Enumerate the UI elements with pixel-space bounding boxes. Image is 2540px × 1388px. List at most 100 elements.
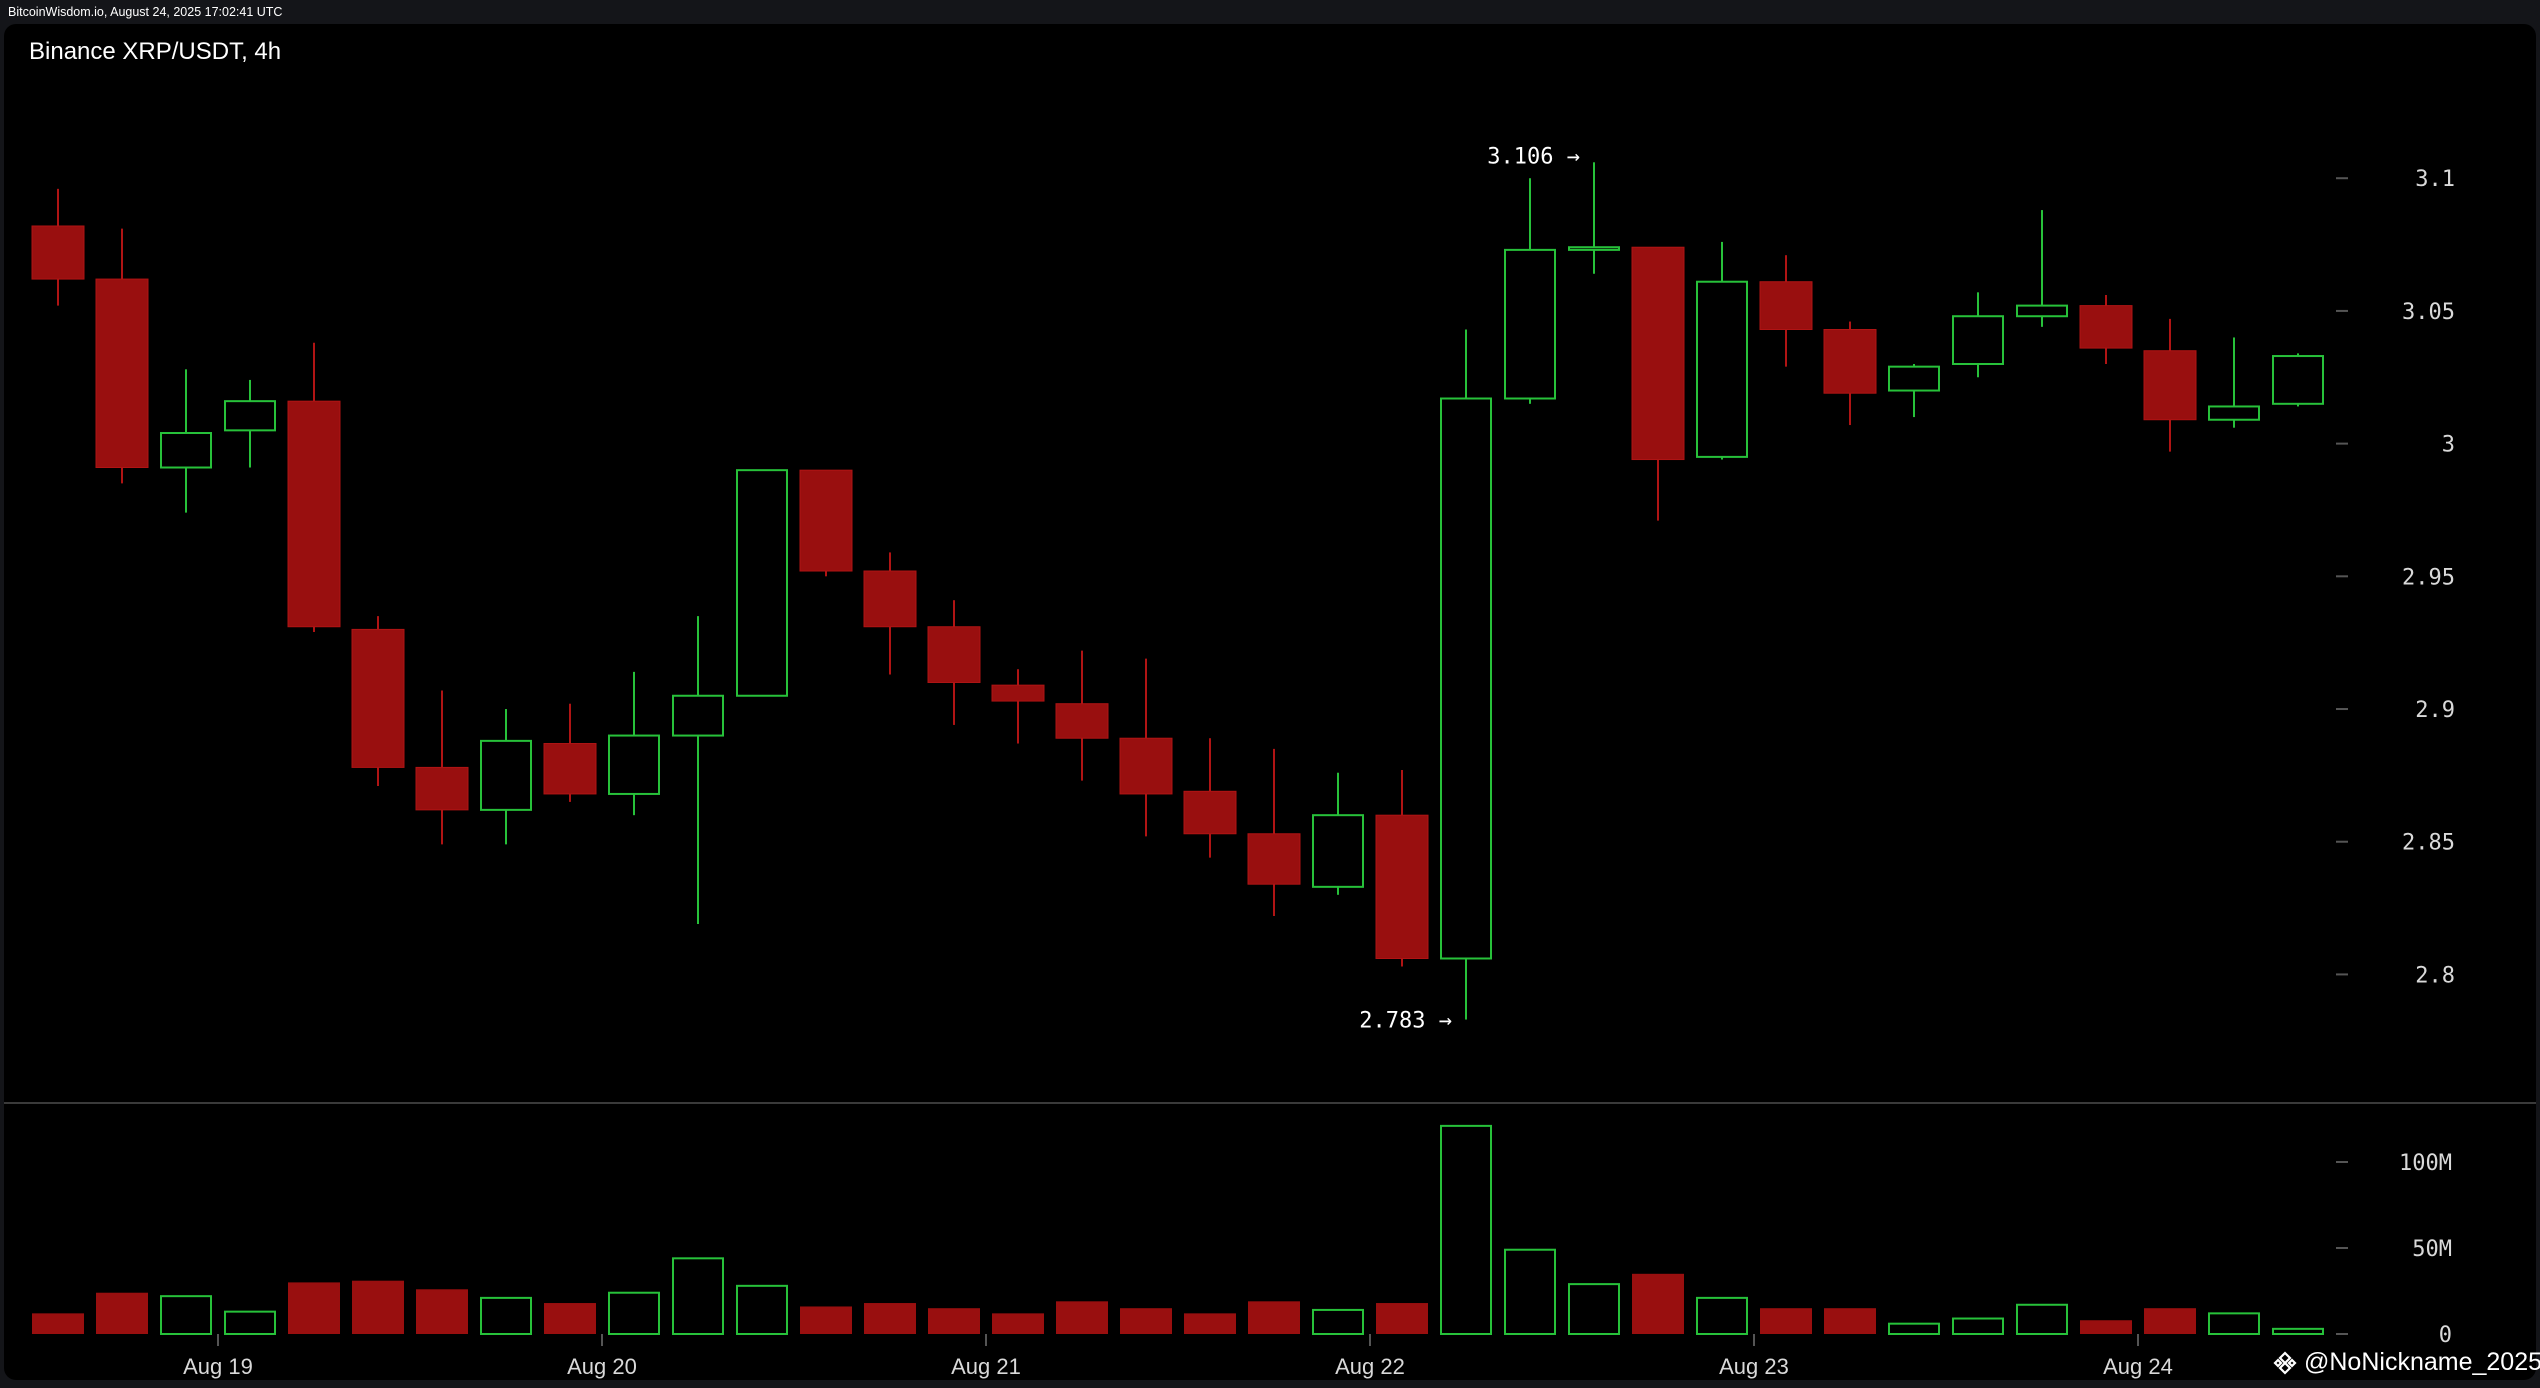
volume-bar xyxy=(544,1303,596,1334)
volume-bar xyxy=(1440,1124,1492,1335)
binance-logo-icon xyxy=(2273,1350,2297,1375)
candle xyxy=(863,552,917,675)
source-caption: BitcoinWisdom.io, August 24, 2025 17:02:… xyxy=(8,5,283,19)
candle-body xyxy=(736,469,788,697)
volume-bar xyxy=(224,1310,276,1336)
candle xyxy=(287,342,341,633)
volume-bar xyxy=(1120,1308,1172,1334)
volume-bar xyxy=(480,1296,532,1336)
volume-bar xyxy=(608,1291,660,1335)
volume-bar xyxy=(2144,1308,2196,1334)
date-label: Aug 19 xyxy=(183,1354,253,1379)
volume-bar xyxy=(1952,1317,2004,1336)
volume-bar xyxy=(288,1282,340,1334)
candle xyxy=(95,228,149,484)
volume-bar xyxy=(800,1306,852,1334)
candle xyxy=(1504,178,1556,404)
volume-bar xyxy=(928,1308,980,1334)
candle xyxy=(1888,364,1940,418)
candle-body xyxy=(224,400,276,432)
candles xyxy=(31,162,2324,1020)
volume-axis: 0 50M 100M xyxy=(2399,1151,2452,1348)
candle-body xyxy=(1504,248,1556,400)
candle-body xyxy=(1183,790,1237,835)
candle xyxy=(1696,241,1748,460)
volume-bar xyxy=(1888,1322,1940,1336)
candle-body xyxy=(991,684,1045,702)
date-label: Aug 21 xyxy=(951,1354,1021,1379)
candle-body xyxy=(672,694,724,737)
candle xyxy=(608,671,660,816)
volume-bar xyxy=(672,1257,724,1335)
volume-bar xyxy=(352,1280,404,1334)
candle-body xyxy=(2208,405,2260,421)
candle xyxy=(31,188,85,306)
price-tick-label: 2.85 xyxy=(2402,831,2455,856)
candle xyxy=(1759,255,1813,367)
candle xyxy=(1823,321,1877,426)
chart-title: Binance XRP/USDT, 4h xyxy=(29,38,282,65)
watermark: @NoNickname_2025 xyxy=(2272,1348,2540,1377)
candle-body xyxy=(160,432,212,469)
low-annotation: 2.783 → xyxy=(1359,1009,1452,1034)
volume-bar xyxy=(1504,1248,1556,1335)
price-axis: 2.8 2.85 2.9 2.95 3 3.05 3.1 xyxy=(2402,167,2455,988)
candle-body xyxy=(1759,281,1813,330)
candle-body xyxy=(415,766,469,811)
candle xyxy=(1440,329,1492,1020)
volume-bar xyxy=(864,1303,916,1334)
candle xyxy=(415,690,469,845)
candle xyxy=(1568,162,1620,274)
candle-body xyxy=(1312,814,1364,888)
candle-body xyxy=(863,570,917,628)
price-tick-label: 2.9 xyxy=(2415,698,2455,723)
date-label: Aug 20 xyxy=(567,1354,637,1379)
candle xyxy=(2143,318,2197,452)
price-tick-label: 3.05 xyxy=(2402,300,2455,325)
high-annotation: 3.106 → xyxy=(1487,144,1580,169)
candle xyxy=(1247,748,1301,917)
candle-body xyxy=(799,469,853,572)
volume-bars xyxy=(32,1124,2324,1336)
candle-body xyxy=(1375,814,1429,959)
price-tick-label: 3 xyxy=(2442,433,2455,458)
candle-body xyxy=(351,628,405,768)
candle-body xyxy=(927,626,981,683)
candle-body xyxy=(2016,304,2068,318)
volume-bar xyxy=(2272,1327,2324,1335)
candle-body xyxy=(2272,355,2324,405)
candle xyxy=(991,669,1045,744)
candle-body xyxy=(1055,703,1109,739)
candle-body xyxy=(1247,833,1301,885)
candle xyxy=(1952,292,2004,378)
candle xyxy=(1312,772,1364,895)
candle xyxy=(736,469,788,697)
candle xyxy=(160,369,212,513)
candle xyxy=(672,616,724,924)
candle xyxy=(2208,337,2260,428)
candle xyxy=(224,379,276,468)
watermark-text: @NoNickname_2025 xyxy=(2304,1348,2540,1376)
volume-bar xyxy=(1056,1301,1108,1334)
candle xyxy=(543,703,597,802)
volume-bar xyxy=(2080,1320,2132,1334)
candle-body xyxy=(2143,350,2197,421)
candle xyxy=(799,469,853,577)
candle-body xyxy=(1952,315,2004,365)
volume-bar xyxy=(1632,1273,1684,1334)
volume-tick-label: 100M xyxy=(2399,1151,2452,1176)
volume-bar xyxy=(1248,1301,1300,1334)
candle-body xyxy=(1631,246,1685,461)
volume-bar xyxy=(1824,1308,1876,1334)
date-axis: Aug 19 Aug 20 Aug 21 Aug 22 Aug 23 Aug 24 xyxy=(183,1334,2173,1379)
candle xyxy=(2079,294,2133,364)
candle xyxy=(480,709,532,845)
candle-body xyxy=(608,734,660,795)
volume-bar xyxy=(1376,1303,1428,1334)
candle-body xyxy=(31,225,85,280)
candle-body xyxy=(2079,305,2133,349)
volume-bar xyxy=(1696,1296,1748,1336)
candle xyxy=(1055,650,1109,781)
volume-bar xyxy=(1184,1313,1236,1334)
